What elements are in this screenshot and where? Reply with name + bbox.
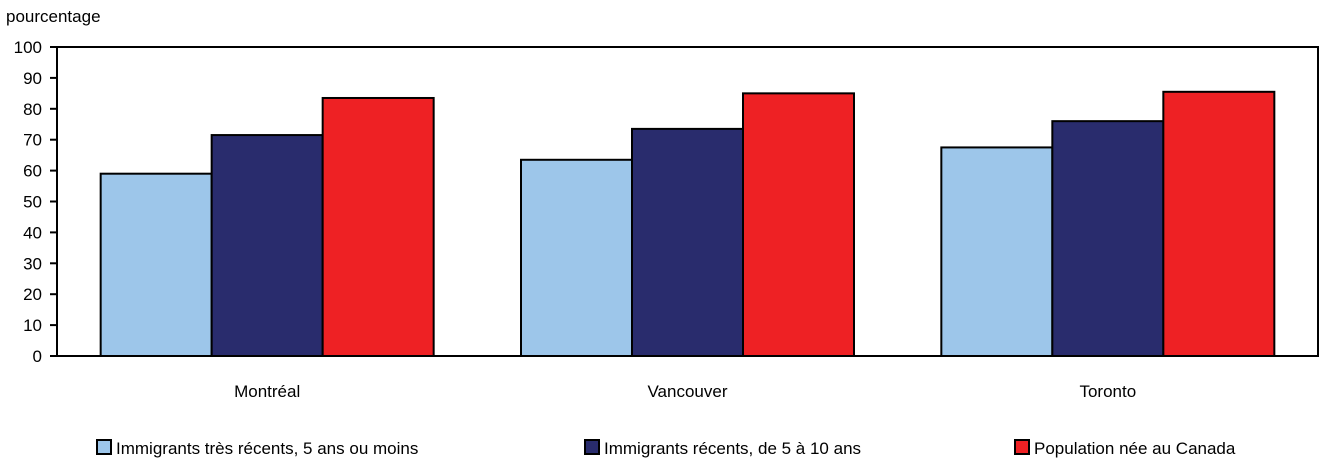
y-tick-label: 20 — [23, 285, 42, 304]
legend-swatch — [584, 439, 600, 455]
plot-frame — [56, 46, 1319, 357]
y-tick-label: 30 — [23, 254, 42, 273]
y-tick-label: 60 — [23, 162, 42, 181]
legend-swatch — [96, 439, 112, 455]
legend-swatch — [1014, 439, 1030, 455]
bar-3-1 — [321, 96, 435, 358]
legend-label: Population née au Canada — [1034, 439, 1236, 458]
x-tick-label: Toronto — [1079, 382, 1136, 401]
bar-1-1 — [99, 172, 213, 357]
y-tick-label: 90 — [23, 69, 42, 88]
x-axis-labels: Montréal Vancouver Toronto — [234, 382, 1136, 401]
y-axis-label: pourcentage — [6, 7, 101, 26]
y-tick-label: 70 — [23, 131, 42, 150]
x-tick-label: Vancouver — [647, 382, 727, 401]
y-tick-label: 100 — [14, 38, 42, 57]
legend: Immigrants très récents, 5 ans ou moins I… — [96, 439, 1236, 458]
bar-2-1 — [210, 134, 324, 357]
bar-1-3 — [940, 146, 1054, 357]
y-tick-label: 50 — [23, 193, 42, 212]
bar-1-2 — [520, 158, 633, 357]
y-axis-ticks: 0 10 20 30 40 50 60 70 80 90 100 — [14, 38, 57, 366]
y-tick-label: 40 — [23, 223, 42, 242]
x-tick-label: Montréal — [234, 382, 300, 401]
bar-2-3 — [1051, 120, 1165, 357]
y-tick-label: 10 — [23, 316, 42, 335]
y-tick-label: 80 — [23, 100, 42, 119]
bar-3-3 — [1162, 90, 1276, 358]
bars — [99, 90, 1276, 358]
y-tick-label: 0 — [33, 347, 42, 366]
bar-3-2 — [742, 92, 855, 357]
legend-label: Immigrants très récents, 5 ans ou moins — [116, 439, 418, 458]
legend-label: Immigrants récents, de 5 à 10 ans — [604, 439, 861, 458]
bar-2-2 — [631, 127, 744, 357]
